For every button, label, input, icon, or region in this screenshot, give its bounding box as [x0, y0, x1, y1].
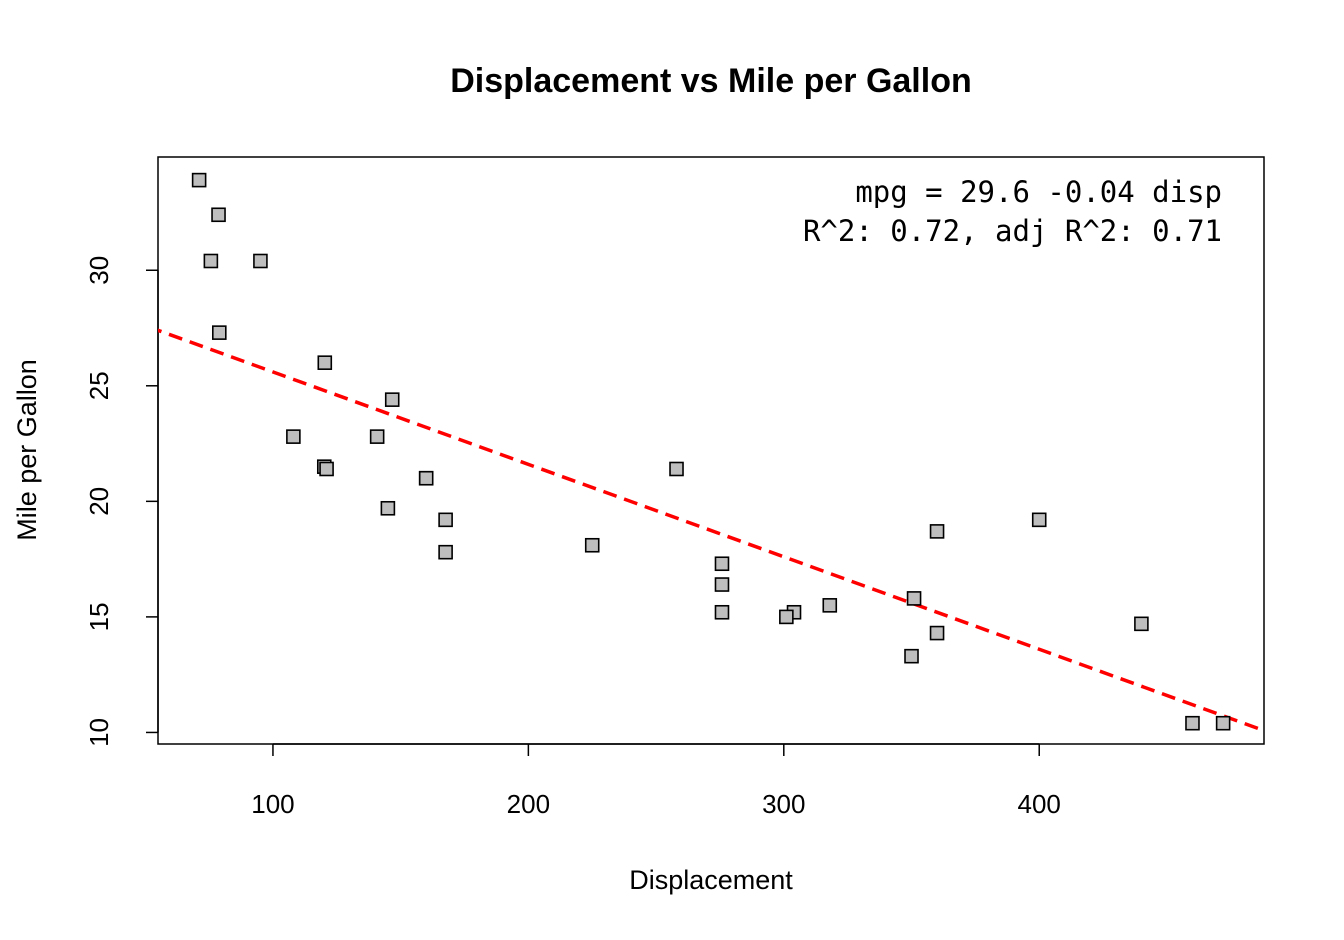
- y-tick-label: 25: [84, 371, 114, 400]
- data-point: [779, 609, 794, 625]
- plot-frame: [157, 156, 1265, 745]
- data-point: [714, 577, 730, 592]
- y-axis-label: Mile per Gallon: [12, 359, 42, 541]
- x-tick-label: 200: [507, 789, 550, 819]
- data-point: [714, 556, 730, 572]
- y-tick-label: 15: [84, 602, 114, 631]
- data-point: [211, 207, 226, 223]
- data-point: [286, 429, 301, 444]
- x-axis: 100 200 300 400: [251, 743, 1061, 819]
- data-point: [369, 429, 385, 444]
- data-point: [418, 470, 434, 486]
- data-point: [929, 625, 945, 641]
- data-point: [822, 598, 838, 613]
- data-point: [203, 253, 219, 269]
- data-point: [1031, 512, 1047, 528]
- data-point: [438, 544, 453, 560]
- x-tick-label: 100: [251, 789, 294, 819]
- data-point: [906, 591, 922, 606]
- x-tick-label: 300: [762, 789, 805, 819]
- chart-title: Displacement vs Mile per Gallon: [450, 62, 972, 100]
- data-point: [438, 512, 453, 528]
- data-point: [1185, 715, 1200, 731]
- y-tick-label: 20: [84, 487, 114, 516]
- data-point: [384, 392, 400, 407]
- data-point: [380, 500, 396, 516]
- data-points: [191, 172, 1231, 731]
- regression-line: [158, 328, 1264, 733]
- x-axis-label: Displacement: [629, 865, 793, 895]
- data-point: [212, 325, 227, 340]
- data-point: [904, 648, 919, 664]
- data-point: [317, 355, 333, 370]
- annotation-r-squared: R^2: 0.72, adj R^2: 0.71: [803, 214, 1222, 248]
- annotation-equation: mpg = 29.6 -0.04 disp: [855, 175, 1222, 209]
- data-point: [669, 461, 684, 477]
- x-tick-label: 400: [1018, 789, 1061, 819]
- data-point: [1215, 715, 1231, 731]
- data-point: [191, 172, 207, 188]
- data-point: [584, 537, 600, 553]
- data-point: [929, 524, 945, 539]
- y-axis: 10 15 20 25 30: [84, 256, 159, 747]
- y-tick-label: 30: [84, 256, 114, 285]
- data-point: [253, 253, 268, 269]
- data-point: [714, 604, 730, 620]
- y-tick-label: 10: [84, 718, 114, 747]
- data-point: [319, 461, 334, 477]
- data-point: [1134, 616, 1149, 632]
